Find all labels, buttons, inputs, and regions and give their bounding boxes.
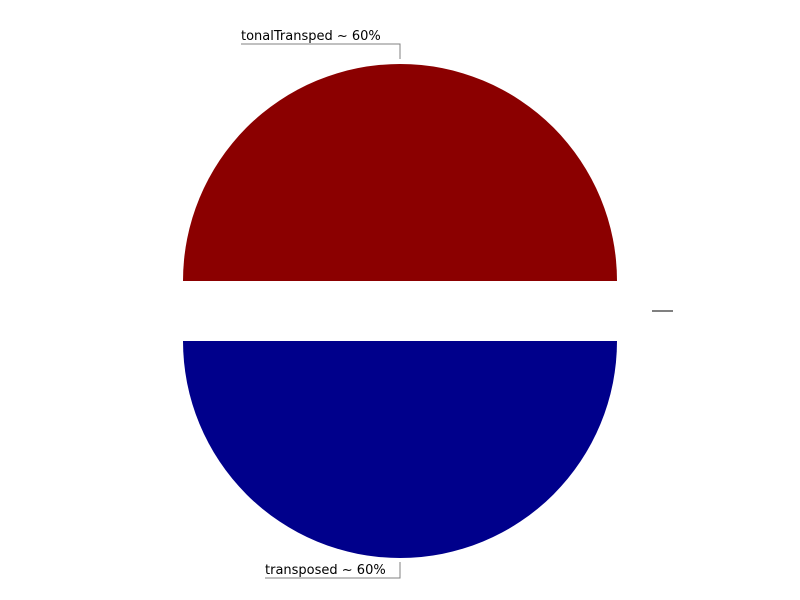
leader-line-top <box>241 43 401 59</box>
leader-line-bottom <box>265 562 401 579</box>
pie-slice-transposed <box>183 341 617 558</box>
pie-slice-tonal-transped <box>183 64 617 281</box>
slice-label-bottom: transposed ~ 60% <box>265 563 386 578</box>
slice-label-top: tonalTransped ~ 60% <box>241 29 381 44</box>
